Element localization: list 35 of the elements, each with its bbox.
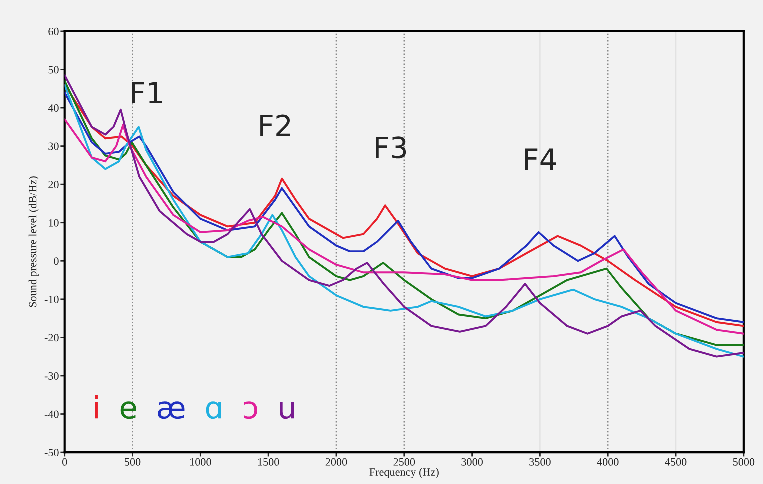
x-tick-label: 3500 [530,458,551,466]
y-tick-label: -10 [44,296,59,304]
y-tick-label: 20 [48,181,59,189]
annotation: F2 [260,114,290,136]
x-axis-title: Frequency (Hz) [370,468,439,478]
x-tick-label: 5000 [733,458,755,466]
y-tick-label: 40 [48,104,59,112]
x-tick-label: 1500 [258,458,280,466]
x-tick-label: 1000 [190,458,212,466]
text: u [280,402,294,420]
text: ɑ [206,402,222,420]
y-tick-label: 10 [49,219,59,227]
annotation: F3 [376,136,406,159]
y-tick-label: -50 [44,449,59,457]
annotation: F1 [132,82,162,104]
y-tick-label: -30 [44,372,59,380]
text: æ [158,402,185,420]
y-axis-title: Sound pressure level (dB/Hz) [28,176,39,308]
x-tick-label: 4000 [597,458,619,466]
y-tick-label: 50 [48,66,59,74]
y-tick-label: 30 [48,142,59,150]
y-tick-label: 0 [54,258,59,266]
text: ɔ [244,402,258,420]
y-tick-label: 60 [48,28,59,36]
y-tick-label: -20 [44,334,59,342]
x-tick-label: 500 [125,458,141,466]
x-tick-label: 3000 [462,458,483,466]
text: e [120,402,136,420]
x-tick-label: 0 [62,458,68,466]
y-tick-label: -40 [44,410,59,418]
annotation: F4 [525,148,556,170]
x-tick-label: 2000 [326,458,348,466]
x-tick-label: 4500 [665,458,687,466]
x-tick-label: 2500 [394,458,416,466]
text: i [95,395,98,419]
